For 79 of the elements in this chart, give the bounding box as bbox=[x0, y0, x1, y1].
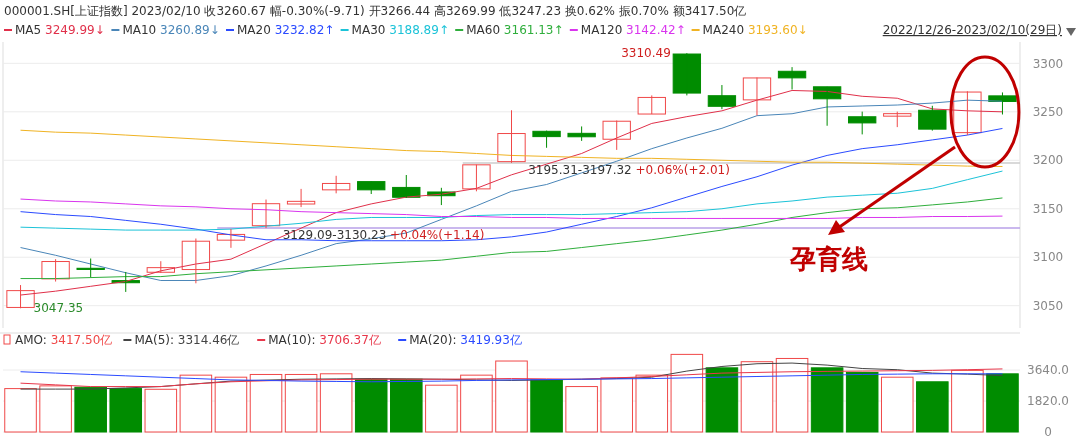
y-tick-label: 1820.0 bbox=[1027, 394, 1069, 409]
legend-label: MA60 3161.13↑ bbox=[466, 23, 564, 37]
bar bbox=[319, 373, 353, 433]
bar bbox=[565, 386, 598, 433]
bar bbox=[284, 373, 318, 433]
candlestick bbox=[777, 66, 807, 91]
bar bbox=[951, 369, 984, 433]
y-tick-label: 3050 bbox=[1032, 298, 1064, 313]
legend-label: MA(10): 3706.37亿 bbox=[268, 333, 381, 347]
bar bbox=[214, 376, 248, 433]
bar bbox=[144, 388, 178, 433]
candlestick bbox=[286, 188, 316, 208]
annotation: 3310.49 bbox=[621, 46, 671, 61]
chart-title: 000001.SH[上证指数] 2023/02/10 收3260.67 幅-0.30%(-9.71) 开3266.44 高3269.99 低3247.23 换0.62% 振0.70% 额3417.50亿 bbox=[4, 4, 747, 18]
y-tick-label: 3250 bbox=[1032, 105, 1064, 119]
legend-label: MA30 3188.89↑ bbox=[351, 23, 449, 37]
text: 2022/12/26-2023/02/10(29日) bbox=[882, 23, 1062, 37]
bar bbox=[249, 373, 283, 433]
bar bbox=[600, 377, 633, 433]
line-series bbox=[20, 127, 1003, 242]
candlestick bbox=[321, 175, 351, 194]
candlestick bbox=[848, 111, 877, 135]
bar bbox=[390, 378, 423, 433]
annotation: 孕育线 bbox=[789, 244, 868, 274]
bar bbox=[425, 384, 458, 433]
bar bbox=[670, 353, 704, 433]
y-tick-label: 3150 bbox=[1032, 201, 1064, 216]
bar bbox=[109, 388, 143, 433]
legend-label: MA5 3249.99↓ bbox=[15, 23, 105, 37]
candlestick bbox=[532, 130, 561, 149]
y-tick-label: 3200 bbox=[1032, 153, 1064, 168]
annotation: 3047.35 bbox=[33, 301, 84, 316]
candlestick bbox=[918, 105, 947, 132]
legend-label: AMO: 3417.50亿 bbox=[15, 333, 113, 347]
candlestick bbox=[462, 164, 491, 192]
bar bbox=[39, 385, 72, 433]
y-tick-label: 3100 bbox=[1032, 250, 1064, 265]
bar bbox=[354, 378, 388, 433]
bar bbox=[845, 371, 879, 433]
bar bbox=[880, 376, 914, 433]
candlestick bbox=[602, 120, 631, 151]
bar bbox=[74, 386, 107, 433]
candlestick bbox=[672, 52, 702, 96]
bar bbox=[4, 388, 37, 433]
line-series bbox=[20, 368, 1003, 388]
legend-label: MA120 3142.42↑ bbox=[580, 23, 686, 37]
bar bbox=[530, 379, 563, 433]
legend-label: MA10 3260.89↓ bbox=[122, 23, 220, 37]
legend-label: MA240 3193.60↓ bbox=[702, 23, 808, 37]
bar bbox=[916, 381, 949, 433]
candlestick bbox=[392, 174, 421, 199]
bar bbox=[986, 373, 1019, 433]
candlestick bbox=[883, 111, 912, 128]
bar bbox=[635, 374, 669, 433]
candlestick bbox=[76, 257, 105, 278]
candlestick bbox=[637, 94, 666, 115]
candlestick bbox=[567, 125, 596, 142]
line-series bbox=[20, 371, 1003, 383]
bar bbox=[740, 361, 774, 433]
candlestick bbox=[953, 90, 982, 136]
candlestick bbox=[742, 76, 772, 116]
legend-label: MA(20): 3419.93亿 bbox=[409, 333, 522, 347]
bar bbox=[460, 374, 493, 433]
candlestick bbox=[497, 109, 526, 164]
y-tick-label: 0 bbox=[1044, 425, 1052, 440]
bar bbox=[495, 360, 528, 433]
legend-label: MA20 3232.82↑ bbox=[237, 23, 335, 37]
line-series bbox=[20, 197, 1003, 280]
candlestick bbox=[357, 181, 386, 195]
candlestick bbox=[707, 84, 737, 110]
bar bbox=[179, 374, 213, 433]
bar bbox=[775, 357, 809, 433]
bar bbox=[810, 367, 844, 433]
bar bbox=[705, 367, 739, 433]
candlestick bbox=[41, 258, 70, 283]
y-tick-label: 3300 bbox=[1032, 56, 1064, 71]
y-tick-label: 3640.0 bbox=[1027, 363, 1069, 378]
candlestick bbox=[6, 284, 35, 309]
legend-label: MA(5): 3314.46亿 bbox=[134, 333, 240, 347]
